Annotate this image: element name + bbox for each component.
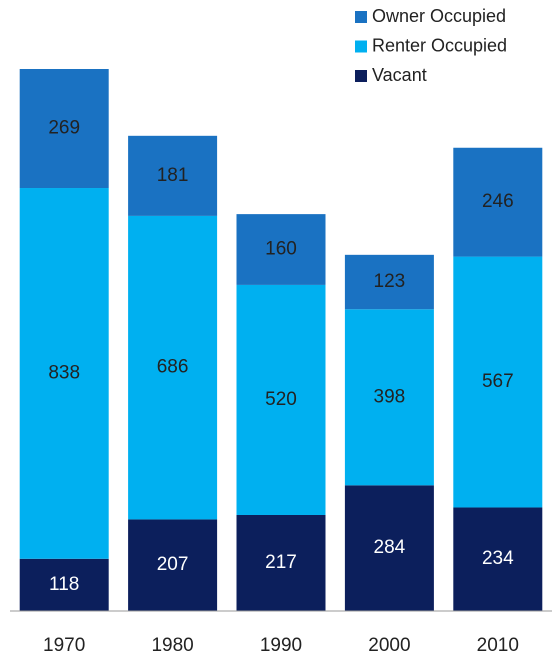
legend-label: Renter Occupied xyxy=(372,35,507,55)
data-label: 838 xyxy=(48,362,80,383)
data-label: 118 xyxy=(49,574,79,595)
bar-segment xyxy=(19,558,109,611)
data-label: 269 xyxy=(48,118,80,139)
data-label: 217 xyxy=(265,552,297,573)
bar-segment xyxy=(128,519,218,611)
bar-segment xyxy=(19,188,109,559)
data-label: 284 xyxy=(374,537,406,558)
data-label: 520 xyxy=(265,389,297,410)
bar-segment xyxy=(344,254,434,310)
bar-segment xyxy=(453,147,543,257)
bar-segment xyxy=(344,309,434,486)
legend-label: Owner Occupied xyxy=(372,6,506,26)
bar-segment xyxy=(236,284,326,515)
x-tick-label: 2010 xyxy=(477,635,519,656)
bar-segment xyxy=(344,485,434,611)
legend-swatch xyxy=(355,70,367,82)
x-tick-label: 2000 xyxy=(368,635,410,656)
x-tick-label: 1990 xyxy=(260,635,302,656)
legend-swatch xyxy=(355,11,367,23)
data-label: 686 xyxy=(157,357,189,378)
bar-segment xyxy=(453,507,543,611)
bar-segment xyxy=(236,214,326,285)
legend-swatch xyxy=(355,40,367,53)
bar-segment xyxy=(236,514,326,611)
bar-segment xyxy=(128,135,218,216)
data-label: 181 xyxy=(157,165,189,186)
legend-label: Vacant xyxy=(372,65,427,85)
data-label: 160 xyxy=(265,239,297,260)
data-label: 567 xyxy=(482,371,514,392)
bar-segment xyxy=(128,215,218,520)
bar-segment xyxy=(19,69,109,189)
x-tick-label: 1970 xyxy=(43,635,85,656)
data-label: 123 xyxy=(374,271,406,292)
data-label: 398 xyxy=(374,386,406,407)
data-label: 207 xyxy=(157,554,189,575)
data-label: 234 xyxy=(482,548,514,569)
data-label: 246 xyxy=(482,191,514,212)
bar-segment xyxy=(453,256,543,508)
x-tick-label: 1980 xyxy=(151,635,193,656)
